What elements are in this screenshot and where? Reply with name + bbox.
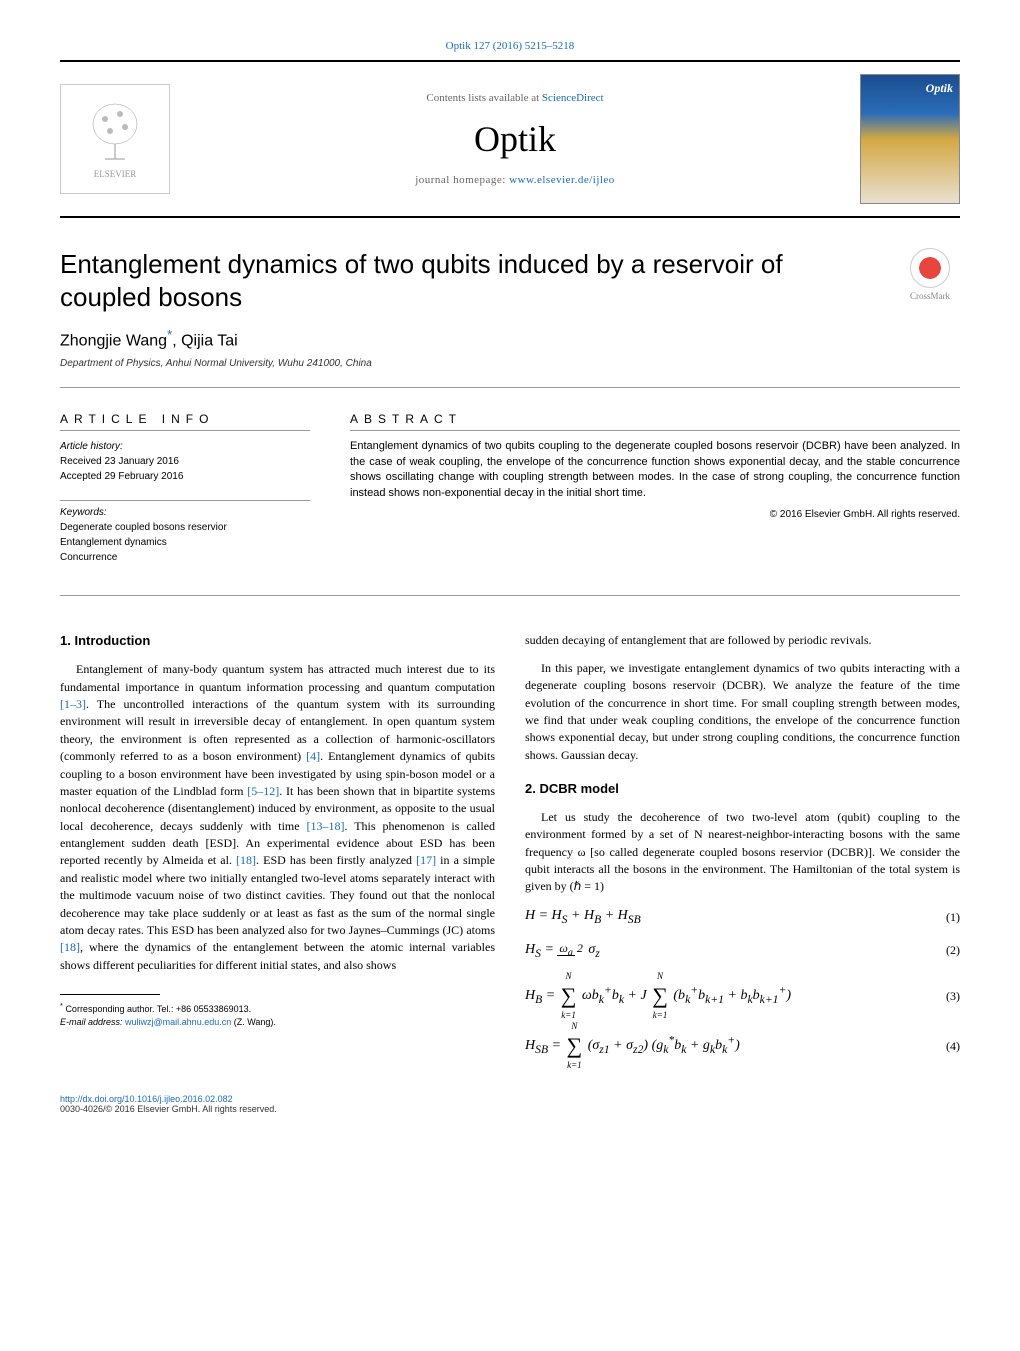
issn-line: 0030-4026/© 2016 Elsevier GmbH. All righ…	[60, 1104, 960, 1114]
journal-name: Optik	[190, 118, 840, 160]
article-history: Article history: Received 23 January 201…	[60, 439, 310, 484]
divider	[60, 216, 960, 218]
body-paragraph: sudden decaying of entanglement that are…	[525, 632, 960, 649]
journal-cover	[860, 74, 960, 204]
citation-header: Optik 127 (2016) 5215–5218	[60, 40, 960, 52]
equation-2: HS = ωa2 σz (2)	[525, 939, 960, 963]
ref-link[interactable]: [1–3]	[60, 697, 86, 711]
ref-link[interactable]: [17]	[416, 853, 436, 867]
journal-header: ELSEVIER Contents lists available at Sci…	[60, 66, 960, 212]
column-left: 1. Introduction Entanglement of many-bod…	[60, 632, 495, 1080]
ref-link[interactable]: [4]	[306, 749, 320, 763]
publisher-name: ELSEVIER	[94, 169, 137, 179]
divider	[60, 387, 960, 388]
doi-link[interactable]: http://dx.doi.org/10.1016/j.ijleo.2016.0…	[60, 1094, 960, 1104]
footnote-separator	[60, 994, 160, 995]
keywords: Keywords: Degenerate coupled bosons rese…	[60, 505, 310, 565]
contents-line: Contents lists available at ScienceDirec…	[190, 92, 840, 104]
body-paragraph: Let us study the decoherence of two two-…	[525, 809, 960, 896]
divider	[60, 595, 960, 596]
section-heading-dcbr: 2. DCBR model	[525, 780, 960, 799]
equation-3: HB = N∑k=1 ωbk+bk + J N∑k=1 (bk+bk+1 + b…	[525, 980, 960, 1012]
authors: Zhongjie Wang*, Qijia Tai	[60, 327, 960, 350]
elsevier-logo: ELSEVIER	[60, 84, 170, 194]
homepage-line: journal homepage: www.elsevier.de/ijleo	[190, 174, 840, 186]
ref-link[interactable]: [5–12]	[247, 784, 279, 798]
section-heading-intro: 1. Introduction	[60, 632, 495, 651]
affiliation: Department of Physics, Anhui Normal Univ…	[60, 358, 960, 369]
divider	[60, 500, 310, 501]
homepage-link[interactable]: www.elsevier.de/ijleo	[509, 174, 615, 186]
divider	[60, 60, 960, 62]
article-title: Entanglement dynamics of two qubits indu…	[60, 248, 880, 313]
equation-4: HSB = N∑k=1 (σz1 + σz2) (gk*bk + gkbk+) …	[525, 1030, 960, 1062]
crossmark-badge[interactable]: CrossMark	[900, 248, 960, 301]
article-info-heading: ARTICLE INFO	[60, 412, 310, 431]
sciencedirect-link[interactable]: ScienceDirect	[542, 92, 604, 104]
footnote: * Corresponding author. Tel.: +86 055338…	[60, 1001, 495, 1028]
abstract-heading: ABSTRACT	[350, 412, 960, 431]
tree-icon	[85, 99, 145, 169]
ref-link[interactable]: [13–18]	[307, 819, 345, 833]
equation-1: H = HS + HB + HSB (1)	[525, 906, 960, 929]
intro-paragraph: Entanglement of many-body quantum system…	[60, 661, 495, 974]
column-right: sudden decaying of entanglement that are…	[525, 632, 960, 1080]
citation-link[interactable]: Optik 127 (2016) 5215–5218	[446, 40, 575, 52]
abstract-text: Entanglement dynamics of two qubits coup…	[350, 439, 960, 501]
crossmark-icon	[910, 248, 950, 288]
ref-link[interactable]: [18]	[60, 940, 80, 954]
crossmark-label: CrossMark	[910, 291, 950, 301]
copyright: © 2016 Elsevier GmbH. All rights reserve…	[350, 509, 960, 520]
ref-link[interactable]: [18]	[236, 853, 256, 867]
email-link[interactable]: wuliwzj@mail.ahnu.edu.cn	[125, 1017, 231, 1027]
body-paragraph: In this paper, we investigate entangleme…	[525, 660, 960, 764]
